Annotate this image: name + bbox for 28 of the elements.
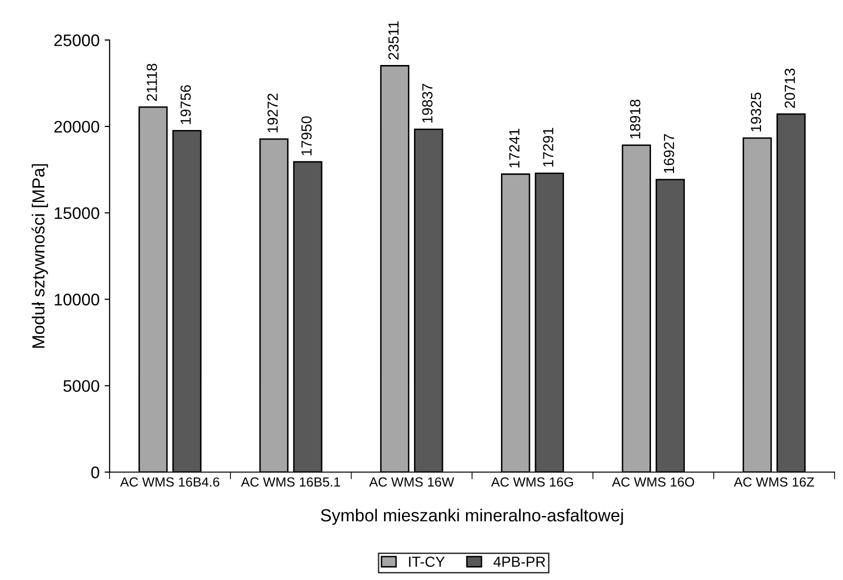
data-label: 19756 <box>180 85 191 124</box>
x-axis-title: Symbol mieszanki mineralno-asfaltowej <box>320 508 623 525</box>
y-tick-label: 25000 <box>54 34 100 46</box>
y-axis-title: Moduł sztywności [MPa] <box>32 164 48 348</box>
x-tick-label: AC WMS 16G <box>491 477 573 487</box>
y-tick-label: 20000 <box>54 120 100 133</box>
data-label: 19325 <box>750 92 762 132</box>
data-label: 23511 <box>388 21 399 60</box>
data-label: 18918 <box>630 100 640 138</box>
legend-label: IT-CY <box>409 556 445 567</box>
legend-label: 4PB-PR <box>493 556 546 567</box>
data-label: 20713 <box>784 68 795 108</box>
data-label: 17291 <box>543 128 554 167</box>
x-tick-label: AC WMS 16Z <box>734 477 814 487</box>
data-label: 19837 <box>422 84 432 123</box>
y-tick-label: 15000 <box>54 207 100 220</box>
data-label: 16927 <box>664 134 674 173</box>
data-label: 17241 <box>509 128 520 168</box>
x-tick-label: AC WMS 16O <box>612 477 694 487</box>
x-tick-label: AC WMS 16B5.1 <box>241 477 340 487</box>
data-label: 19272 <box>268 94 278 132</box>
y-tick-label: 5000 <box>63 380 100 392</box>
x-tick-label: AC WMS 16B4.6 <box>120 477 220 487</box>
x-tick-label: AC WMS 16W <box>369 477 454 487</box>
y-tick-label: 0 <box>91 466 100 478</box>
data-label: 21118 <box>146 64 158 101</box>
y-tick-label: 10000 <box>54 294 100 306</box>
data-label: 17950 <box>301 116 312 156</box>
